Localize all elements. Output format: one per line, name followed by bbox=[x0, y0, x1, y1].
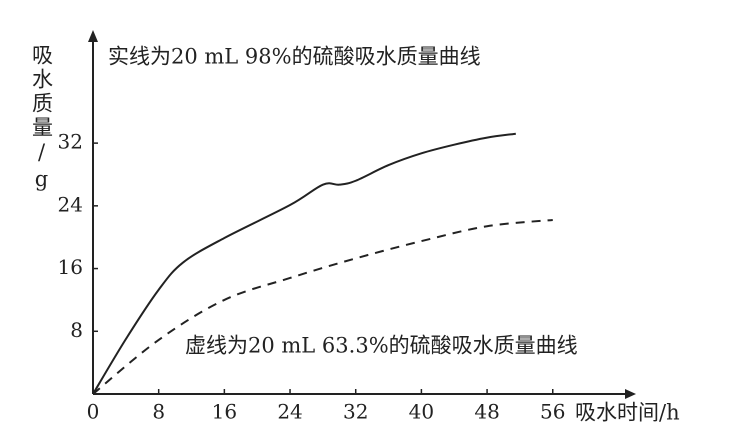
annotation: 实线为20 mL 98%的硫酸吸水质量曲线 bbox=[108, 45, 481, 69]
x-tick-label: 24 bbox=[277, 400, 302, 424]
x-tick-label: 16 bbox=[212, 400, 237, 424]
x-tick-label: 0 bbox=[87, 400, 100, 424]
y-tick-label: 8 bbox=[70, 318, 83, 342]
x-axis-arrow bbox=[625, 389, 636, 399]
x-tick-label: 48 bbox=[474, 400, 499, 424]
y-tick-label: 24 bbox=[58, 192, 83, 216]
x-axis-label: 吸水时间/h bbox=[575, 401, 680, 425]
y-axis-arrow bbox=[88, 30, 98, 42]
y-tick-label: 32 bbox=[58, 130, 83, 154]
line-series bbox=[92, 132, 516, 395]
x-tick-label: 8 bbox=[152, 400, 165, 424]
y-axis-label: 吸水质量/g bbox=[30, 44, 54, 194]
x-tick-label: 40 bbox=[409, 400, 434, 424]
x-tick-label: 56 bbox=[540, 400, 565, 424]
x-tick-label: 32 bbox=[343, 400, 368, 424]
y-tick-label: 16 bbox=[58, 255, 83, 279]
line-series bbox=[92, 218, 553, 395]
annotation: 虚线为20 mL 63.3%的硫酸吸水质量曲线 bbox=[185, 334, 578, 358]
